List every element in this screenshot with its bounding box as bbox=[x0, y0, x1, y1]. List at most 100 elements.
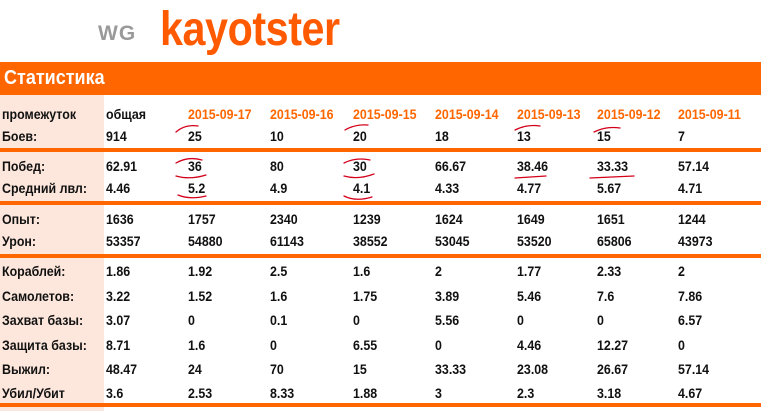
table-cell: 4.77 bbox=[517, 181, 542, 196]
table-cell: 1.52 bbox=[188, 289, 213, 304]
table-cell: 2.53 bbox=[188, 386, 213, 401]
table-cell: 3.07 bbox=[106, 313, 131, 328]
row-label: Убил/Убит bbox=[2, 386, 65, 401]
statistics-section-header: Статистика bbox=[0, 62, 761, 95]
page-header: WG kayotster bbox=[0, 0, 761, 62]
column-header: 2015-09-16 bbox=[270, 107, 334, 122]
table-cell: 8.33 bbox=[270, 386, 295, 401]
table-cell: 26.67 bbox=[597, 362, 629, 377]
table-cell: 4.67 bbox=[678, 386, 703, 401]
table-cell: 23.08 bbox=[517, 362, 549, 377]
table-cell: 1244 bbox=[678, 212, 706, 227]
table-cell: 54880 bbox=[188, 234, 223, 249]
column-header: 2015-09-11 bbox=[678, 107, 741, 122]
table-cell: 3.18 bbox=[597, 386, 622, 401]
table-cell: 20 bbox=[353, 129, 367, 144]
table-cell: 25 bbox=[188, 129, 202, 144]
column-header: 2015-09-12 bbox=[597, 107, 661, 122]
table-cell: 65806 bbox=[597, 234, 632, 249]
row-label: Защита базы: bbox=[2, 338, 87, 353]
table-cell: 4.1 bbox=[353, 181, 371, 196]
table-cell: 24 bbox=[188, 362, 202, 377]
table-cell: 3.89 bbox=[435, 289, 460, 304]
column-header: 2015-09-17 bbox=[188, 107, 252, 122]
table-cell: 1757 bbox=[188, 212, 216, 227]
table-cell: 66.67 bbox=[435, 159, 467, 174]
table-cell: 1624 bbox=[435, 212, 463, 227]
table-cell: 7.6 bbox=[597, 289, 615, 304]
table-cell: 53045 bbox=[435, 234, 470, 249]
table-cell: 36 bbox=[188, 159, 202, 174]
table-cell: 6.55 bbox=[353, 338, 378, 353]
table-cell: 1.92 bbox=[188, 264, 213, 279]
table-cell: 2 bbox=[435, 264, 442, 279]
table-cell: 1.6 bbox=[270, 289, 288, 304]
table-cell: 13 bbox=[517, 129, 531, 144]
table-cell: 914 bbox=[106, 129, 127, 144]
table-cell: 53357 bbox=[106, 234, 141, 249]
table-cell: 1.6 bbox=[353, 264, 371, 279]
table-cell: 61143 bbox=[270, 234, 304, 249]
column-header: общая bbox=[106, 107, 147, 122]
header-label: промежуток bbox=[2, 107, 77, 122]
row-label: Средний лвл: bbox=[2, 181, 87, 196]
section-title: Статистика bbox=[4, 67, 105, 89]
annotation-mark-2 bbox=[175, 174, 207, 179]
table-cell: 1.6 bbox=[188, 338, 206, 353]
table-cell: 1.75 bbox=[353, 289, 378, 304]
table-cell: 1.77 bbox=[517, 264, 542, 279]
table-cell: 5.67 bbox=[597, 181, 622, 196]
row-label: Захват базы: bbox=[2, 313, 84, 328]
row-label: Опыт: bbox=[2, 212, 40, 227]
table-cell: 10 bbox=[270, 129, 284, 144]
row-group-separator bbox=[0, 254, 761, 258]
brand-logo: WG bbox=[98, 22, 137, 45]
row-group-separator bbox=[0, 403, 761, 407]
annotation-underline-1 bbox=[514, 175, 547, 179]
row-label: Самолетов: bbox=[2, 289, 75, 304]
table-cell: 4.46 bbox=[517, 338, 542, 353]
table-cell: 1649 bbox=[517, 212, 545, 227]
player-name: kayotster bbox=[160, 3, 340, 56]
table-cell: 0 bbox=[188, 313, 195, 328]
row-label: Побед: bbox=[2, 159, 46, 174]
row-label: Выжил: bbox=[2, 362, 51, 377]
table-cell: 3.6 bbox=[106, 386, 124, 401]
table-cell: 4.9 bbox=[270, 181, 288, 196]
row-label: Урон: bbox=[2, 234, 37, 249]
table-cell: 3.22 bbox=[106, 289, 131, 304]
table-cell: 3 bbox=[435, 386, 442, 401]
table-cell: 0 bbox=[597, 313, 604, 328]
table-cell: 48.47 bbox=[106, 362, 138, 377]
table-cell: 57.14 bbox=[678, 362, 710, 377]
table-cell: 62.91 bbox=[106, 159, 138, 174]
table-cell: 57.14 bbox=[678, 159, 710, 174]
table-cell: 33.33 bbox=[435, 362, 467, 377]
table-cell: 0 bbox=[517, 313, 524, 328]
table-cell: 53520 bbox=[517, 234, 552, 249]
table-cell: 0 bbox=[270, 338, 277, 353]
annotation-underline-2 bbox=[589, 175, 635, 179]
row-group-separator bbox=[0, 148, 761, 152]
column-header: 2015-09-15 bbox=[353, 107, 417, 122]
table-cell: 4.33 bbox=[435, 181, 460, 196]
table-cell: 30 bbox=[353, 159, 367, 174]
table-cell: 0 bbox=[678, 338, 685, 353]
table-cell: 1.88 bbox=[353, 386, 378, 401]
table-cell: 7.86 bbox=[678, 289, 703, 304]
table-cell: 0 bbox=[435, 338, 442, 353]
table-cell: 4.46 bbox=[106, 181, 131, 196]
table-cell: 6.57 bbox=[678, 313, 703, 328]
row-group-separator bbox=[0, 201, 761, 205]
table-cell: 80 bbox=[270, 159, 284, 174]
column-header: 2015-09-14 bbox=[435, 107, 499, 122]
table-cell: 33.33 bbox=[597, 159, 629, 174]
row-label-column bbox=[0, 95, 104, 411]
table-cell: 15 bbox=[597, 129, 611, 144]
table-cell: 38.46 bbox=[517, 159, 549, 174]
table-cell: 2.3 bbox=[517, 386, 535, 401]
table-cell: 4.71 bbox=[678, 181, 703, 196]
table-cell: 18 bbox=[435, 129, 449, 144]
table-cell: 1239 bbox=[353, 212, 381, 227]
table-cell: 8.71 bbox=[106, 338, 131, 353]
